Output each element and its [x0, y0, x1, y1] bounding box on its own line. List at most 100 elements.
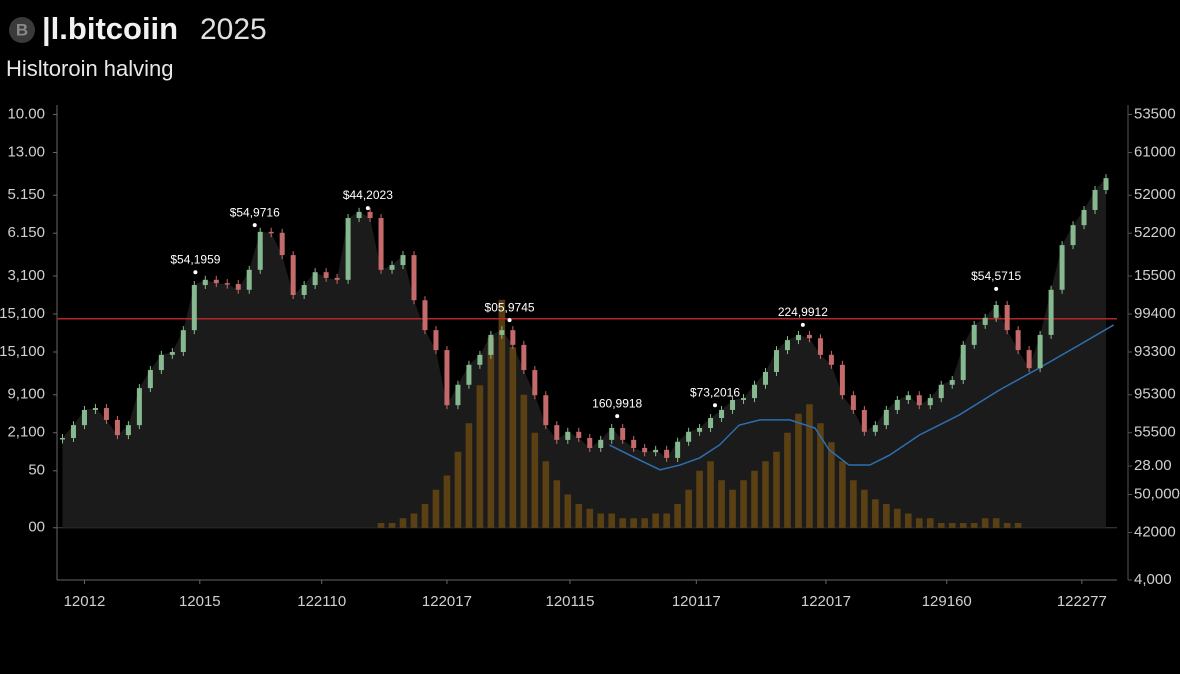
candle-body: [356, 211, 362, 219]
candle-body: [795, 334, 801, 341]
y-tick-label: 3,100: [7, 267, 45, 284]
candle-body: [202, 279, 208, 286]
y-tick-label: 2,100: [7, 424, 45, 441]
candle-body: [103, 408, 109, 420]
volume-bar: [487, 337, 495, 528]
candle-body: [521, 344, 527, 371]
volume-bar: [410, 513, 418, 528]
volume-bar: [465, 423, 473, 528]
candle-body: [554, 425, 560, 440]
candle-body: [378, 218, 384, 270]
candle-body: [642, 447, 648, 453]
candle-body: [730, 399, 736, 410]
volume-bar: [915, 518, 923, 528]
candle-body: [1037, 334, 1043, 369]
volume-bar: [795, 413, 802, 528]
candle-body: [587, 437, 593, 448]
annotation-label: 160,9918: [592, 396, 642, 410]
candle-body: [982, 317, 988, 325]
candle-body: [136, 388, 142, 426]
volume-bar: [1003, 523, 1011, 528]
candle-body: [147, 370, 153, 389]
x-tick-label: 122277: [1057, 593, 1107, 610]
candle-body: [422, 300, 428, 331]
annotation-dot: [712, 403, 717, 408]
candle-body: [949, 380, 955, 385]
volume-bar: [454, 451, 462, 528]
candle-body: [938, 384, 944, 399]
candle-body: [477, 354, 483, 365]
volume-bar: [751, 470, 758, 528]
candle-body: [81, 409, 87, 426]
candle-body: [675, 441, 681, 458]
y2-tick-label: 99400: [1134, 305, 1176, 322]
y-tick-label: 13.00: [7, 143, 45, 160]
volume-bar: [619, 518, 626, 528]
volume-bar: [839, 461, 846, 528]
x-tick-label: 122017: [801, 593, 851, 610]
candle-body: [488, 334, 494, 355]
candle-body: [92, 408, 98, 410]
y-tick-label: 15,100: [0, 305, 45, 322]
chart-title: |l.bitcoiin: [42, 11, 178, 46]
candle-body: [114, 419, 120, 436]
candle-body: [697, 428, 703, 432]
annotation-dot: [994, 286, 999, 291]
x-tick-label: 122017: [422, 593, 472, 610]
y2-tick-label: 15500: [1134, 267, 1176, 284]
candle-body: [389, 265, 395, 270]
candle-body: [70, 425, 76, 438]
volume-bar: [685, 489, 692, 528]
volume-bar: [1014, 523, 1022, 528]
volume-bar: [663, 513, 670, 528]
candle-body: [180, 330, 186, 352]
candle-body: [784, 340, 790, 351]
annotation-label: $54,9716: [230, 205, 280, 219]
y2-tick-label: 28.00: [1134, 457, 1172, 474]
candle-body: [872, 425, 878, 432]
candle-body: [883, 409, 889, 426]
volume-bar: [498, 299, 506, 528]
candle-body: [828, 354, 834, 365]
volume-bar: [608, 513, 616, 528]
annotation-label: $73,2016: [690, 385, 740, 399]
candle-body: [224, 283, 230, 285]
volume-bar: [981, 518, 989, 528]
y2-tick-label: 50,000: [1134, 485, 1180, 502]
annotation-label: $44,2023: [343, 188, 393, 202]
logo-icon: B: [9, 17, 35, 43]
candle-body: [312, 272, 318, 286]
annotation-dot: [252, 223, 257, 228]
candle-body: [1048, 289, 1054, 335]
candle-body: [653, 449, 659, 453]
candle-body: [433, 330, 439, 351]
candle-body: [839, 364, 845, 396]
y2-tick-label: 95300: [1134, 386, 1176, 403]
volume-bar: [641, 518, 648, 528]
volume-bar: [388, 523, 396, 528]
x-tick-label: 12015: [179, 593, 221, 610]
volume-bar: [476, 385, 484, 528]
candle-body: [323, 272, 329, 278]
candle-body: [301, 285, 307, 295]
y2-tick-label: 61000: [1134, 143, 1176, 160]
volume-bar: [432, 489, 440, 528]
volume-bar: [586, 508, 594, 528]
annotation-label: $54,5715: [971, 269, 1021, 283]
candle-body: [817, 338, 823, 355]
y2-tick-label: 52200: [1134, 224, 1176, 241]
y-tick-label: 5.150: [7, 186, 45, 203]
annotation-label: 224,9912: [778, 305, 828, 319]
candle-body: [806, 334, 812, 339]
volume-bar: [850, 480, 857, 528]
candle-body: [158, 354, 164, 371]
x-tick-label: 122110: [297, 593, 346, 610]
candle-body: [1015, 330, 1021, 351]
candle-body: [850, 395, 856, 410]
candle-body: [719, 409, 725, 419]
volume-bar: [421, 504, 429, 528]
annotation-label: $54,1959: [170, 252, 220, 266]
candle-body: [905, 395, 911, 400]
candle-body: [334, 277, 340, 280]
candle-body: [235, 284, 241, 290]
